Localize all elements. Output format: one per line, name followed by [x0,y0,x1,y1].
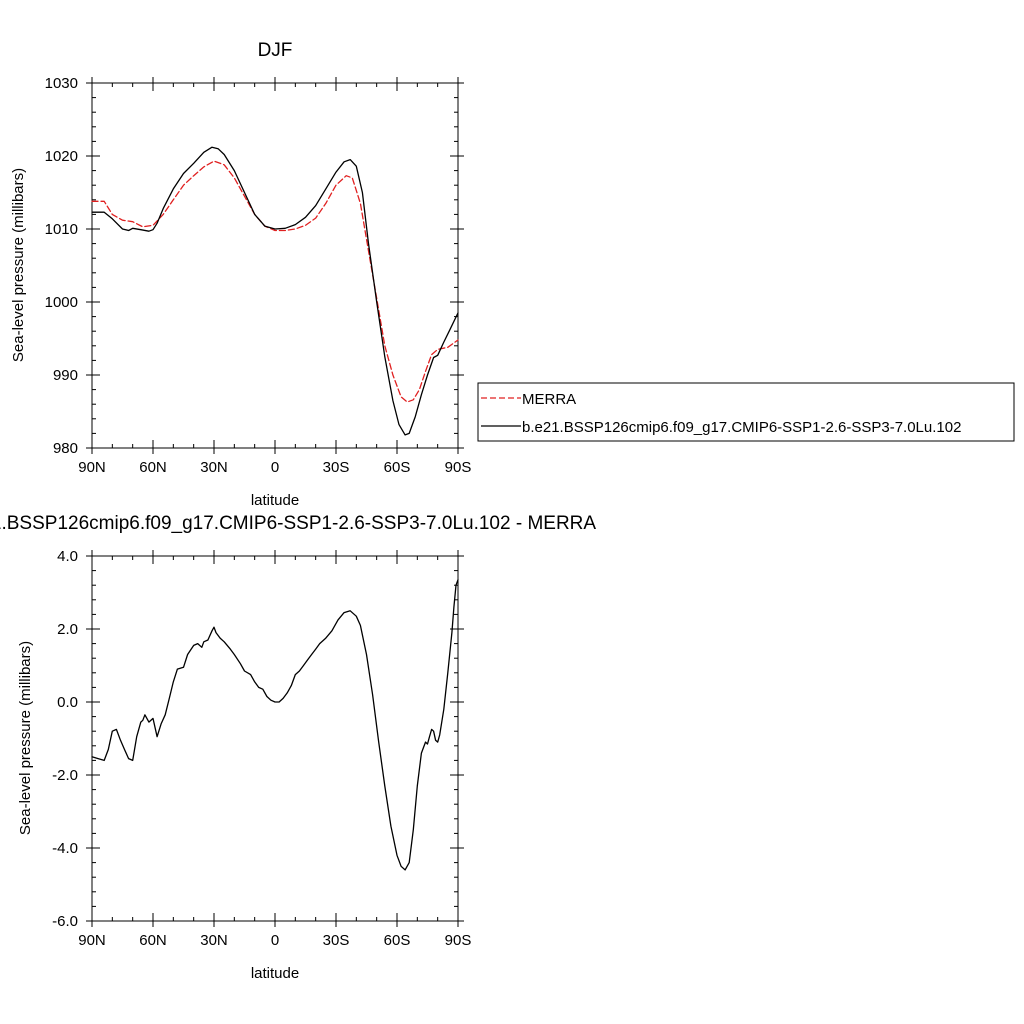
x-tick-label: 60N [139,932,167,949]
x-tick-label: 60S [384,932,411,949]
legend-label-model: b.e21.BSSP126cmip6.f09_g17.CMIP6-SSP1-2.… [522,419,961,436]
y-tick-label: 4.0 [57,548,78,565]
x-tick-label: 30N [200,932,228,949]
y-tick-label: 1030 [45,75,78,92]
chart-bottom-title: b.e21.BSSP126cmip6.f09_g17.CMIP6-SSP1-2.… [0,513,596,534]
x-tick-label: 60S [384,459,411,476]
chart-bottom: b.e21.BSSP126cmip6.f09_g17.CMIP6-SSP1-2.… [0,513,596,982]
y-tick-label: 2.0 [57,621,78,638]
y-tick-label: 1010 [45,221,78,238]
y-tick-label: -2.0 [52,767,78,784]
x-tick-label: 90N [78,459,106,476]
chart-bottom-xlabel: latitude [251,965,299,982]
x-tick-label: 30N [200,459,228,476]
chart-top-frame [91,82,459,449]
x-tick-label: 60N [139,459,167,476]
series-line-top-1 [91,146,459,436]
y-tick-label: -6.0 [52,913,78,930]
chart-top-ylabel: Sea-level pressure (millibars) [10,168,27,362]
x-tick-label: 0 [271,459,279,476]
x-tick-label: 90N [78,932,106,949]
y-tick-label: 990 [53,367,78,384]
chart-top-ticks: 90N 60N 30N 0 30S 60S 90S 980 990 1000 1010 1020 103… [45,75,472,476]
x-tick-label: 90S [445,932,472,949]
y-tick-label: -4.0 [52,840,78,857]
chart-top-series [91,146,459,436]
y-tick-label: 1020 [45,148,78,165]
chart-top-xlabel: latitude [251,492,299,509]
y-tick-label: 1000 [45,294,78,311]
legend: MERRA b.e21.BSSP126cmip6.f09_g17.CMIP6-S… [477,382,1015,442]
legend-box [477,382,1015,442]
chart-top-title: DJF [258,40,293,61]
chart-top: DJF 90N 60N 30N 0 30S 60S 90S 980 990 1000 1010 102… [10,40,471,509]
chart-bottom-ticks: 90N 60N 30N 0 30S 60S 90S -6.0 -4.0 -2.0 0.0 2.0 4.0 [52,548,471,949]
y-tick-label: 0.0 [57,694,78,711]
x-tick-label: 30S [323,459,350,476]
series-line-bottom-0 [91,579,459,871]
chart-bottom-series [91,579,459,871]
series-line-top-0 [91,160,459,403]
x-tick-label: 30S [323,932,350,949]
y-tick-label: 980 [53,440,78,457]
chart-bottom-frame [91,555,459,922]
legend-label-merra: MERRA [522,391,576,408]
chart-bottom-ylabel: Sea-level pressure (millibars) [17,641,34,835]
x-tick-label: 0 [271,932,279,949]
x-tick-label: 90S [445,459,472,476]
